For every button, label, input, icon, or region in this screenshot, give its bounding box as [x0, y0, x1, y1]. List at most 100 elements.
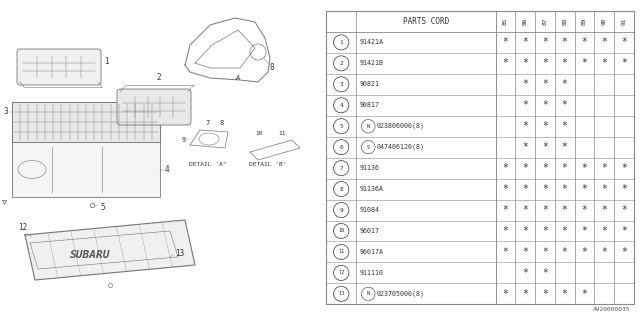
Text: 91136A: 91136A	[360, 186, 384, 192]
Text: 023705000(8): 023705000(8)	[377, 291, 425, 297]
Text: *: *	[522, 268, 528, 278]
Text: *: *	[542, 268, 548, 278]
Text: *: *	[621, 247, 627, 257]
Text: 12: 12	[18, 222, 28, 231]
Text: *: *	[522, 58, 528, 68]
Text: *: *	[582, 226, 588, 236]
Text: 91421A: 91421A	[360, 39, 384, 45]
Text: 89: 89	[582, 18, 587, 25]
Text: *: *	[542, 58, 548, 68]
Text: 7: 7	[339, 166, 343, 171]
Text: *: *	[562, 226, 568, 236]
Text: *: *	[562, 79, 568, 89]
Text: *: *	[502, 226, 508, 236]
Text: 90817: 90817	[360, 102, 380, 108]
Text: *: *	[601, 226, 607, 236]
Text: *: *	[621, 184, 627, 194]
Text: *: *	[522, 289, 528, 299]
Text: *: *	[502, 289, 508, 299]
Bar	[12, 102, 160, 142]
Text: S: S	[367, 145, 370, 150]
Text: *: *	[601, 58, 607, 68]
Text: 85: 85	[503, 18, 508, 25]
Text: *: *	[542, 142, 548, 152]
Text: *: *	[562, 247, 568, 257]
Text: *: *	[522, 163, 528, 173]
Text: 3: 3	[3, 108, 8, 116]
Text: 91084: 91084	[360, 207, 380, 213]
Text: *: *	[562, 37, 568, 47]
Text: 91421B: 91421B	[360, 60, 384, 66]
Text: 90: 90	[602, 18, 607, 25]
Text: DETAIL 'A": DETAIL 'A"	[189, 163, 227, 167]
Text: 1: 1	[104, 58, 109, 67]
Text: 10: 10	[338, 228, 344, 234]
Text: *: *	[522, 121, 528, 131]
Text: *: *	[582, 289, 588, 299]
Text: *: *	[621, 226, 627, 236]
Text: *: *	[601, 37, 607, 47]
Text: 8: 8	[270, 63, 275, 73]
Text: 1: 1	[339, 40, 343, 45]
Text: *: *	[562, 289, 568, 299]
FancyBboxPatch shape	[17, 49, 101, 85]
Text: *: *	[502, 184, 508, 194]
Text: 6: 6	[339, 145, 343, 150]
Text: 2: 2	[339, 61, 343, 66]
Text: *: *	[621, 205, 627, 215]
Text: *: *	[502, 37, 508, 47]
Text: *: *	[542, 205, 548, 215]
Text: *: *	[582, 58, 588, 68]
Text: *: *	[502, 163, 508, 173]
Text: 96017: 96017	[360, 228, 380, 234]
Text: 023806000(8): 023806000(8)	[377, 123, 425, 130]
Text: A920000035: A920000035	[593, 307, 630, 312]
Text: *: *	[502, 205, 508, 215]
Text: *: *	[542, 289, 548, 299]
Text: *: *	[542, 163, 548, 173]
Text: *: *	[601, 184, 607, 194]
Text: *: *	[562, 58, 568, 68]
Text: *: *	[522, 100, 528, 110]
Text: 5: 5	[100, 203, 104, 212]
Text: *: *	[582, 163, 588, 173]
Text: 91136: 91136	[360, 165, 380, 171]
Text: *: *	[542, 226, 548, 236]
Text: *: *	[601, 247, 607, 257]
Text: *: *	[582, 184, 588, 194]
Text: 4: 4	[165, 165, 170, 174]
Text: 12: 12	[338, 270, 344, 276]
Text: *: *	[522, 142, 528, 152]
Text: 047406120(8): 047406120(8)	[377, 144, 425, 150]
Polygon shape	[25, 220, 195, 280]
Text: *: *	[582, 205, 588, 215]
Text: 87: 87	[543, 18, 547, 25]
Text: *: *	[542, 184, 548, 194]
Text: 8: 8	[220, 120, 224, 126]
Text: *: *	[582, 247, 588, 257]
Text: DETAIL 'B': DETAIL 'B'	[249, 163, 287, 167]
Text: *: *	[522, 205, 528, 215]
Text: 10: 10	[255, 131, 262, 136]
Text: *: *	[542, 79, 548, 89]
Text: N: N	[367, 124, 370, 129]
Text: *: *	[582, 37, 588, 47]
Text: 96017A: 96017A	[360, 249, 384, 255]
Text: *: *	[621, 58, 627, 68]
Text: 13: 13	[338, 291, 344, 296]
Text: 7: 7	[206, 120, 210, 126]
Text: *: *	[562, 205, 568, 215]
Text: 90821: 90821	[360, 81, 380, 87]
Text: 13: 13	[175, 249, 184, 258]
Text: 911110: 911110	[360, 270, 384, 276]
Text: *: *	[522, 184, 528, 194]
Text: 11: 11	[338, 250, 344, 254]
Text: 91: 91	[621, 18, 627, 25]
Text: A: A	[235, 75, 239, 81]
Text: *: *	[562, 121, 568, 131]
Text: *: *	[601, 163, 607, 173]
Text: *: *	[562, 142, 568, 152]
Text: *: *	[522, 37, 528, 47]
Text: *: *	[502, 247, 508, 257]
Text: 8: 8	[339, 187, 343, 192]
